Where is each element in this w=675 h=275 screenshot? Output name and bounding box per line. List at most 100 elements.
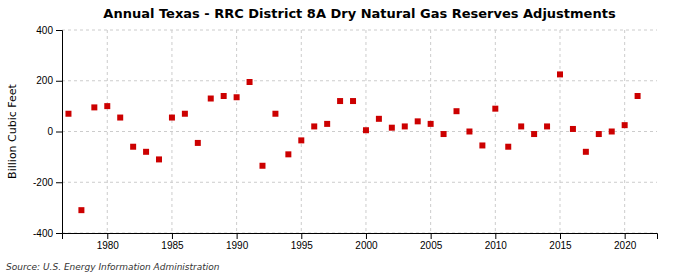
grid-line-x [495,30,496,233]
point [337,98,343,104]
x-axis-tick-label: 1980 [97,240,120,251]
point [441,131,447,137]
points [65,71,640,213]
point [570,126,576,132]
point [531,131,537,137]
y-axis-line [56,31,63,234]
point [91,104,97,110]
x-axis-tick: 2005 [420,233,443,251]
x-axis-tick-mark [237,233,238,239]
point [285,151,291,157]
y-axis-tick-label: -200 [33,177,53,188]
point [596,131,602,137]
y-axis-tick-label: 200 [36,75,53,86]
x-axis-tick: 1995 [291,233,314,251]
y-axis: -400 -200 0 200 400 [33,25,63,239]
y-axis-tick-mark [56,182,62,183]
y-axis-tick-label: 400 [36,25,53,36]
point [415,118,421,124]
grid-line-x [559,30,560,233]
x-axis-tick-mark [560,233,561,239]
point [466,129,472,135]
point [208,96,214,102]
point [195,140,201,146]
grid-line-y [62,182,657,183]
x-axis-tick-mark [495,233,496,239]
x-axis-tick: 1990 [226,233,249,251]
x-axis-tick: 2010 [485,233,508,251]
point [389,125,395,131]
x-axis-tick: 1985 [161,233,184,251]
point [518,123,524,129]
point [557,71,563,77]
x-axis-tick-label: 2010 [485,240,508,251]
x-axis-tick-label: 2005 [420,240,443,251]
point [298,137,304,143]
x-axis-tick-mark [625,233,626,239]
x-axis-tick-mark [301,233,302,239]
point [350,98,356,104]
y-axis-tick-mark [56,233,62,234]
point [272,111,278,117]
grid-line-x [107,30,108,233]
point [324,121,330,127]
grid-line-y [62,80,657,81]
x-axis-tick-label: 1995 [291,240,314,251]
annotation: Source: U.S. Energy Information Administ… [6,262,220,272]
x-axis-tick-label: 2015 [549,240,572,251]
grid-line-x [171,30,172,233]
chart: 198019851990199520002005201020152020-400… [0,0,675,275]
point [221,93,227,99]
point [117,115,123,121]
grid-line-x [236,30,237,233]
x-axis: 1980 1985 1990 1995 2000 2005 2010 2015 2020 [63,233,658,251]
x-axis-tick-label: 1990 [226,240,249,251]
y-axis-tick: 0 [47,126,62,137]
x-axis-tick: 1980 [97,233,120,251]
grid [62,30,657,233]
point [78,207,84,213]
point [65,111,71,117]
grid-line-y [62,131,657,132]
point [156,156,162,162]
point [622,122,628,128]
y-axis-tick: 200 [36,75,62,86]
y-axis-tick: -400 [33,228,62,239]
point [363,127,369,133]
point [479,142,485,148]
point [234,94,240,100]
point [609,129,615,135]
y-axis-tick-mark [56,30,62,31]
x-axis-tick-mark [172,233,173,239]
x-axis-tick: 2000 [355,233,378,251]
point [182,111,188,117]
point [454,108,460,114]
y-axis-tick-mark [56,81,62,82]
x-axis-tick-label: 2000 [355,240,378,251]
grid-line-x [430,30,431,233]
x-axis-tick-mark [107,233,108,239]
x-axis-tick-mark [366,233,367,239]
point [376,116,382,122]
x-axis-tick: 2020 [614,233,637,251]
point [505,144,511,150]
point [428,121,434,127]
plot: 198019851990199520002005201020152020-400… [33,25,658,251]
point [492,106,498,112]
point [311,123,317,129]
y-axis-tick-label: -400 [33,228,53,239]
x-axis-line [63,234,658,240]
y-axis-tick-mark [56,132,62,133]
y-axis-title: Billion Cubic Feet [6,83,19,178]
grid-line-x [301,30,302,233]
point [259,163,265,169]
y-axis-tick: -200 [33,177,62,188]
x-axis-tick-label: 1985 [161,240,184,251]
point [143,149,149,155]
point [247,79,253,85]
point [583,149,589,155]
point [130,144,136,150]
y-axis-tick-label: 0 [47,126,53,137]
point [635,93,641,99]
point [104,103,110,109]
